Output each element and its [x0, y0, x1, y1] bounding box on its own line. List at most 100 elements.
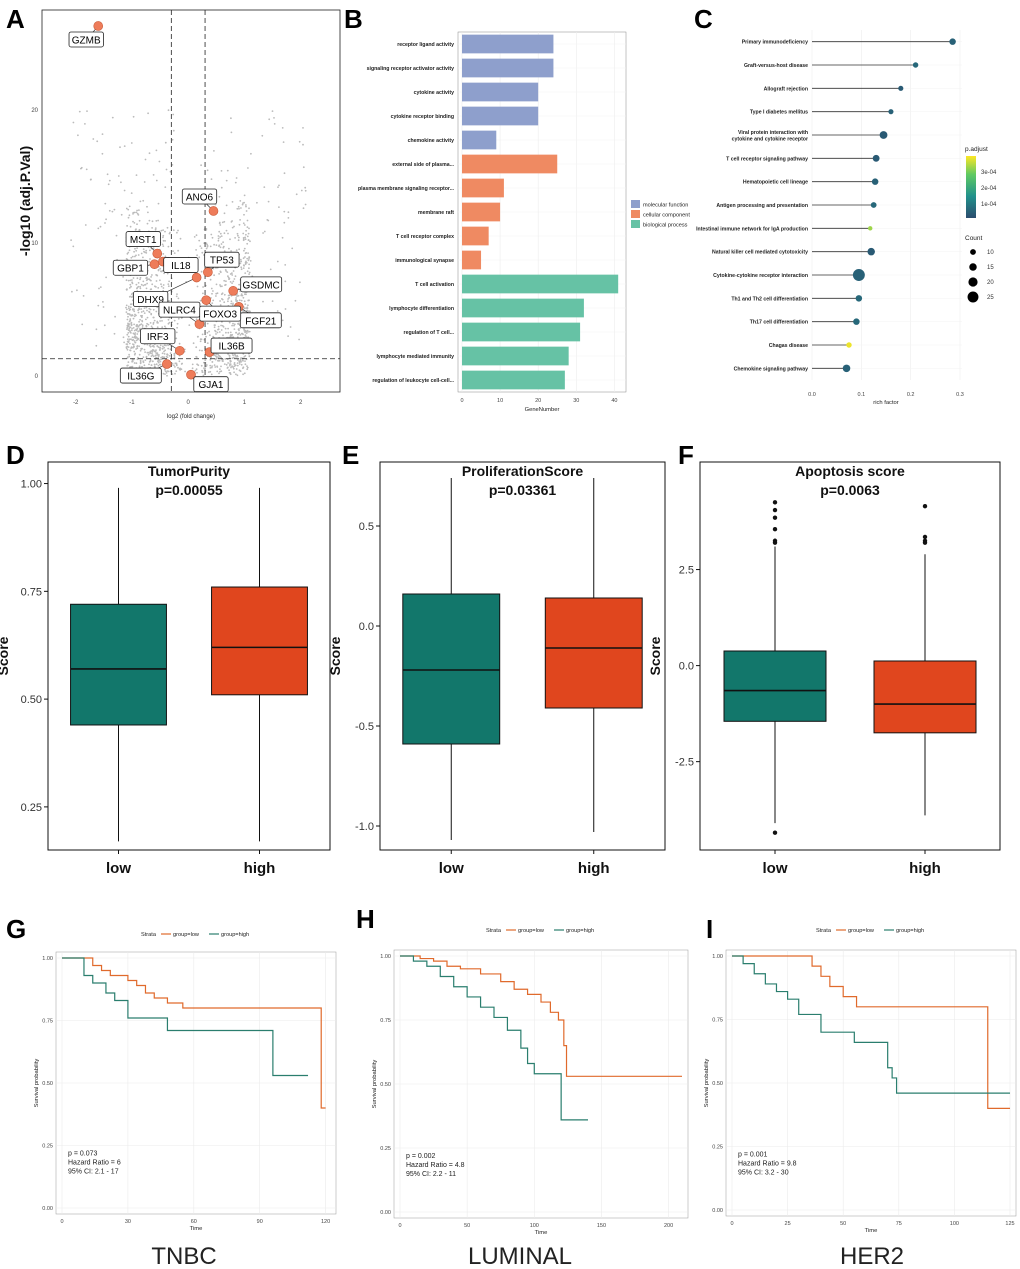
gene-point [284, 308, 287, 310]
gene-point [161, 347, 164, 350]
gene-point [140, 308, 143, 310]
y-tick-label: 0.50 [380, 1082, 391, 1088]
gene-point [238, 283, 241, 286]
y-tick-label: 0.25 [42, 1144, 53, 1150]
gene-point [200, 364, 203, 367]
gene-point [135, 249, 138, 252]
y-axis-title: Score [327, 636, 343, 675]
gene-point [289, 326, 292, 328]
gene-point [206, 322, 209, 325]
gene-point [240, 207, 242, 209]
y-tick-label: 0.25 [380, 1146, 391, 1152]
gene-point [217, 356, 220, 359]
go-term-label: membrane raft [418, 210, 454, 216]
boxplot-e: ProliferationScore p=0.03361 0.5 0.0 -0.5 -1.… [327, 461, 666, 877]
gene-point [207, 371, 210, 373]
gene-point [80, 166, 83, 169]
gene-point [217, 235, 220, 237]
gene-point [234, 354, 237, 357]
gene-point [133, 350, 136, 353]
gene-point [163, 346, 166, 349]
gene-point [212, 299, 215, 302]
gene-point [174, 366, 176, 368]
gene-point [136, 325, 139, 327]
legend-label: group=high [896, 928, 924, 934]
gene-point [159, 344, 162, 347]
gene-point [127, 208, 130, 211]
gene-point [227, 366, 229, 369]
gene-point [217, 353, 220, 356]
gene-point [129, 283, 132, 286]
gene-label: IL36G [127, 372, 154, 383]
y-tick-label: 0.25 [712, 1145, 723, 1151]
gene-point [134, 255, 136, 258]
y-tick-label: 0.5 [359, 521, 374, 533]
gene-point [221, 324, 224, 327]
x-tick-label: low [439, 860, 464, 877]
x-axis-title: Time [865, 1228, 878, 1234]
gene-point [195, 318, 198, 321]
x-axis-title: GeneNumber [525, 407, 560, 413]
box-high [544, 597, 643, 709]
lollipop-dot [867, 226, 873, 231]
gene-point [133, 340, 136, 342]
gene-point [236, 364, 239, 367]
gene-point [159, 320, 162, 322]
gene-point [244, 303, 247, 306]
gene-point [269, 268, 272, 271]
pathway-label: Chemokine signaling pathway [734, 366, 808, 372]
gene-point [159, 346, 162, 349]
gene-point [160, 229, 163, 232]
gene-point [173, 319, 176, 322]
gene-point [243, 310, 245, 313]
panel-letter-i: I [706, 914, 713, 944]
gene-point [137, 337, 140, 340]
gene-point [164, 368, 167, 371]
stat-annotation: p = 0.001 [738, 1152, 767, 1159]
gene-point [149, 258, 151, 260]
gene-point [130, 321, 133, 324]
gene-point [240, 266, 243, 269]
gene-point [95, 344, 98, 347]
gene-point [146, 351, 149, 354]
legend-label: molecular function [643, 203, 688, 209]
gene-point [85, 168, 88, 171]
gene-label: GZMB [72, 35, 101, 46]
gene-point [127, 341, 130, 344]
y-tick-label: 0.0 [359, 621, 374, 633]
gene-point [159, 360, 162, 363]
gene-point [148, 363, 150, 366]
gene-point [166, 356, 169, 359]
gene-point [237, 205, 240, 208]
gene-point [236, 295, 239, 297]
gene-point [102, 301, 104, 303]
gene-label: GSDMC [243, 280, 280, 291]
gene-point [212, 290, 214, 292]
gene-point [137, 308, 140, 310]
go-bar [462, 82, 539, 102]
gene-point [141, 316, 143, 319]
x-tick-label: 0.0 [808, 392, 816, 398]
gene-point [126, 328, 128, 331]
gene-point [244, 238, 247, 241]
gene-point [161, 356, 164, 358]
gene-point [233, 278, 236, 280]
gene-point [238, 363, 241, 365]
gene-point [156, 353, 159, 356]
gene-point [134, 332, 137, 334]
panel-letter-h: H [356, 904, 375, 934]
legend-title: p.adjust [965, 146, 988, 153]
gene-point [131, 339, 134, 342]
go-term-label: cytokine activity [414, 90, 454, 96]
gene-point [179, 237, 182, 240]
gene-point [127, 361, 130, 363]
gene-point [151, 349, 154, 352]
highlight-gene-point [203, 267, 213, 278]
y-axis-title: Survival probability [34, 1059, 40, 1108]
gene-point [229, 361, 232, 363]
gene-point [133, 211, 136, 214]
gene-point [287, 217, 290, 219]
gene-point [139, 359, 142, 362]
outlier-point [772, 527, 778, 532]
gene-point [246, 242, 249, 245]
